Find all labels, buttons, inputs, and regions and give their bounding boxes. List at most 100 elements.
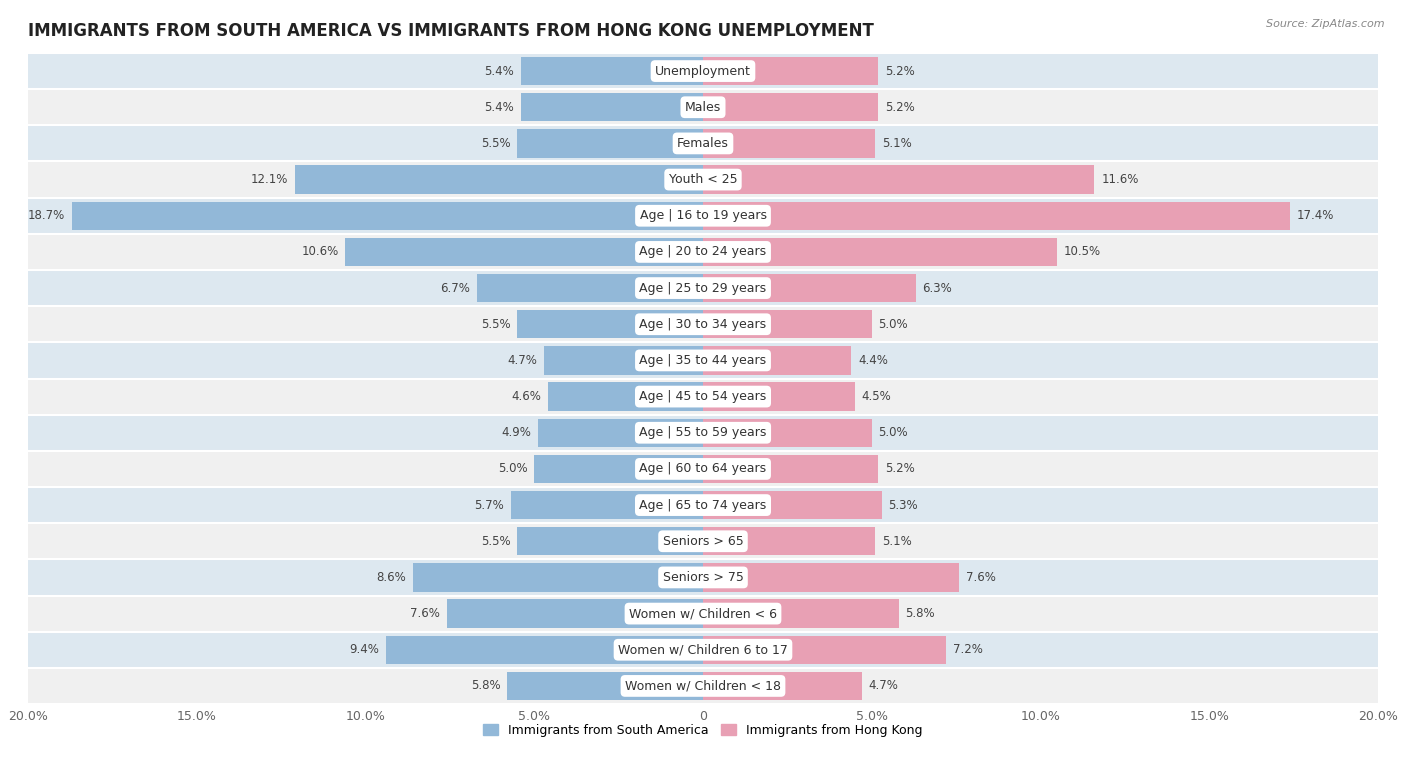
Text: 6.7%: 6.7% bbox=[440, 282, 470, 294]
Text: 4.4%: 4.4% bbox=[858, 354, 889, 367]
Text: 5.0%: 5.0% bbox=[879, 318, 908, 331]
Text: Women w/ Children < 18: Women w/ Children < 18 bbox=[626, 680, 780, 693]
Bar bbox=[28, 89, 1378, 126]
Text: 10.5%: 10.5% bbox=[1064, 245, 1101, 258]
Text: Age | 60 to 64 years: Age | 60 to 64 years bbox=[640, 463, 766, 475]
Text: Youth < 25: Youth < 25 bbox=[669, 173, 737, 186]
Bar bbox=[28, 198, 1378, 234]
Bar bbox=[703, 129, 875, 157]
Text: Age | 35 to 44 years: Age | 35 to 44 years bbox=[640, 354, 766, 367]
Text: Age | 16 to 19 years: Age | 16 to 19 years bbox=[640, 209, 766, 223]
Text: 11.6%: 11.6% bbox=[1101, 173, 1139, 186]
Bar bbox=[520, 93, 703, 121]
Bar bbox=[477, 274, 703, 302]
Bar bbox=[28, 378, 1378, 415]
Text: 4.7%: 4.7% bbox=[508, 354, 537, 367]
Bar bbox=[703, 93, 879, 121]
Bar bbox=[703, 671, 862, 700]
Bar bbox=[703, 636, 946, 664]
Text: 5.7%: 5.7% bbox=[474, 499, 503, 512]
Text: Age | 45 to 54 years: Age | 45 to 54 years bbox=[640, 390, 766, 403]
Text: Females: Females bbox=[678, 137, 728, 150]
Text: 5.1%: 5.1% bbox=[882, 534, 911, 548]
Bar bbox=[703, 238, 1057, 266]
Text: Age | 65 to 74 years: Age | 65 to 74 years bbox=[640, 499, 766, 512]
Text: Unemployment: Unemployment bbox=[655, 64, 751, 77]
Bar bbox=[517, 129, 703, 157]
Bar bbox=[703, 455, 879, 483]
Text: Age | 25 to 29 years: Age | 25 to 29 years bbox=[640, 282, 766, 294]
Text: 5.8%: 5.8% bbox=[905, 607, 935, 620]
Bar bbox=[520, 57, 703, 86]
Text: 4.9%: 4.9% bbox=[501, 426, 531, 439]
Text: 5.5%: 5.5% bbox=[481, 137, 510, 150]
Bar bbox=[703, 527, 875, 556]
Bar bbox=[703, 166, 1094, 194]
Text: 4.5%: 4.5% bbox=[862, 390, 891, 403]
Bar bbox=[703, 346, 852, 375]
Bar bbox=[385, 636, 703, 664]
Text: Age | 20 to 24 years: Age | 20 to 24 years bbox=[640, 245, 766, 258]
Bar bbox=[447, 600, 703, 628]
Bar bbox=[28, 270, 1378, 306]
Bar bbox=[28, 234, 1378, 270]
Bar bbox=[703, 274, 915, 302]
Bar bbox=[28, 306, 1378, 342]
Text: 5.0%: 5.0% bbox=[879, 426, 908, 439]
Text: 7.2%: 7.2% bbox=[953, 643, 983, 656]
Text: 5.3%: 5.3% bbox=[889, 499, 918, 512]
Text: 5.4%: 5.4% bbox=[484, 64, 515, 77]
Bar bbox=[517, 527, 703, 556]
Bar bbox=[510, 491, 703, 519]
Text: 5.5%: 5.5% bbox=[481, 318, 510, 331]
Bar bbox=[72, 201, 703, 230]
Bar bbox=[28, 559, 1378, 596]
Text: 5.1%: 5.1% bbox=[882, 137, 911, 150]
Bar bbox=[28, 126, 1378, 161]
Text: 7.6%: 7.6% bbox=[411, 607, 440, 620]
Text: Males: Males bbox=[685, 101, 721, 114]
Bar bbox=[28, 487, 1378, 523]
Text: 5.0%: 5.0% bbox=[498, 463, 527, 475]
Bar bbox=[295, 166, 703, 194]
Legend: Immigrants from South America, Immigrants from Hong Kong: Immigrants from South America, Immigrant… bbox=[484, 724, 922, 737]
Text: Seniors > 75: Seniors > 75 bbox=[662, 571, 744, 584]
Text: 5.8%: 5.8% bbox=[471, 680, 501, 693]
Text: IMMIGRANTS FROM SOUTH AMERICA VS IMMIGRANTS FROM HONG KONG UNEMPLOYMENT: IMMIGRANTS FROM SOUTH AMERICA VS IMMIGRA… bbox=[28, 22, 875, 40]
Text: 4.6%: 4.6% bbox=[512, 390, 541, 403]
Bar bbox=[703, 310, 872, 338]
Text: Women w/ Children < 6: Women w/ Children < 6 bbox=[628, 607, 778, 620]
Bar bbox=[544, 346, 703, 375]
Bar bbox=[28, 342, 1378, 378]
Text: 6.3%: 6.3% bbox=[922, 282, 952, 294]
Bar bbox=[703, 419, 872, 447]
Text: 9.4%: 9.4% bbox=[349, 643, 380, 656]
Bar bbox=[28, 161, 1378, 198]
Bar bbox=[28, 523, 1378, 559]
Text: Age | 55 to 59 years: Age | 55 to 59 years bbox=[640, 426, 766, 439]
Text: 5.2%: 5.2% bbox=[886, 64, 915, 77]
Text: 12.1%: 12.1% bbox=[250, 173, 288, 186]
Bar bbox=[703, 491, 882, 519]
Text: 5.2%: 5.2% bbox=[886, 101, 915, 114]
Text: 8.6%: 8.6% bbox=[377, 571, 406, 584]
Bar bbox=[28, 451, 1378, 487]
Bar bbox=[703, 600, 898, 628]
Bar bbox=[703, 382, 855, 411]
Text: 5.2%: 5.2% bbox=[886, 463, 915, 475]
Text: 10.6%: 10.6% bbox=[301, 245, 339, 258]
Bar bbox=[28, 668, 1378, 704]
Bar bbox=[517, 310, 703, 338]
Bar bbox=[537, 419, 703, 447]
Text: 7.6%: 7.6% bbox=[966, 571, 995, 584]
Bar bbox=[28, 631, 1378, 668]
Text: Women w/ Children 6 to 17: Women w/ Children 6 to 17 bbox=[619, 643, 787, 656]
Bar bbox=[346, 238, 703, 266]
Bar bbox=[703, 563, 959, 591]
Text: 5.5%: 5.5% bbox=[481, 534, 510, 548]
Bar bbox=[703, 201, 1291, 230]
Bar bbox=[508, 671, 703, 700]
Bar bbox=[28, 415, 1378, 451]
Bar bbox=[703, 57, 879, 86]
Bar bbox=[413, 563, 703, 591]
